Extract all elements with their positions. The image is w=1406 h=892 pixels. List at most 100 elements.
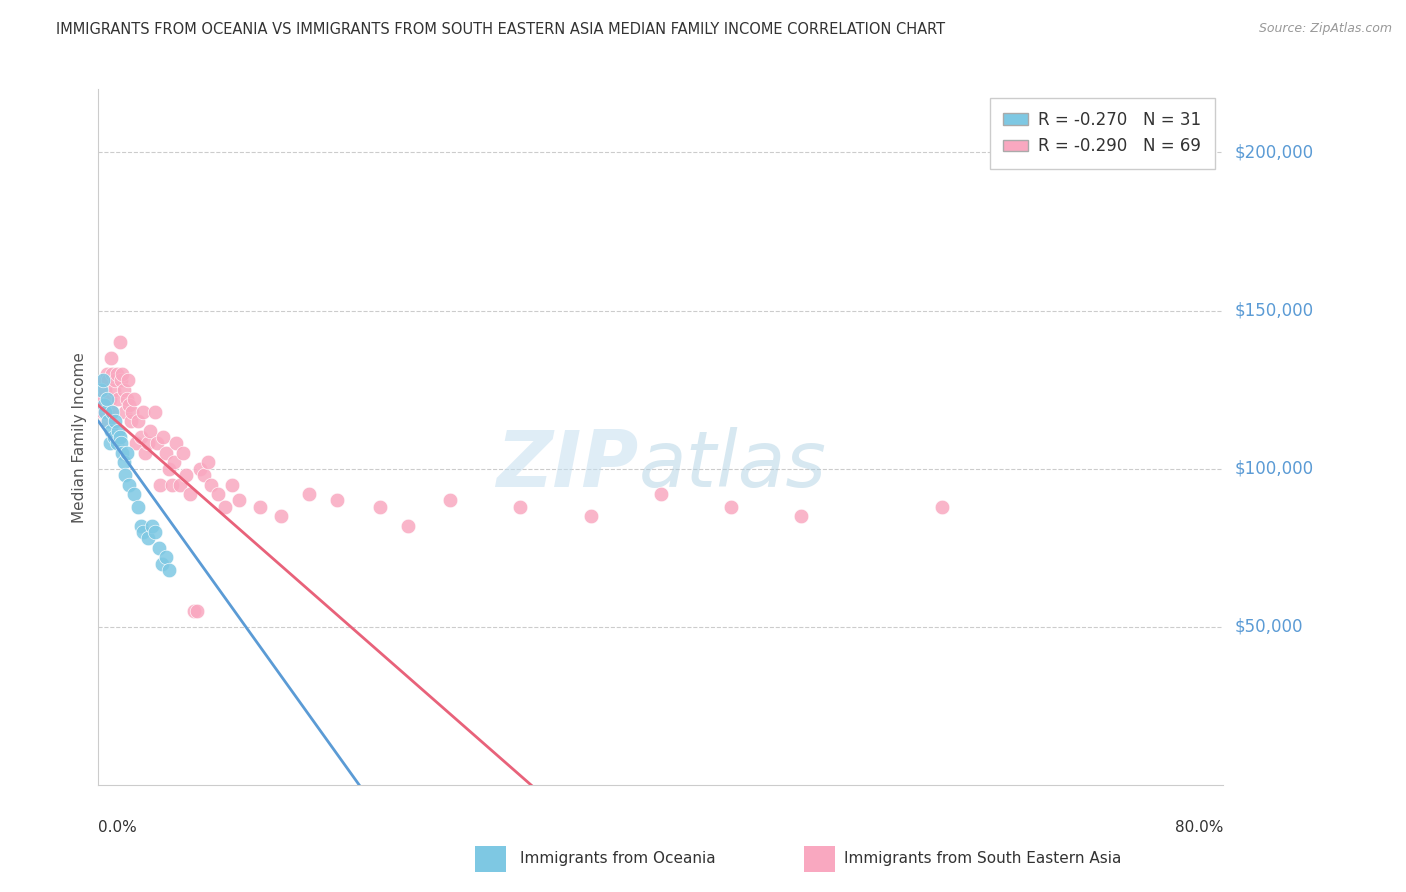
- Point: [98, 436, 121, 450]
- Point: [172, 446, 194, 460]
- Point: [165, 436, 187, 450]
- Point: [188, 461, 211, 475]
- Point: [114, 468, 136, 483]
- Point: [270, 509, 292, 524]
- Point: [650, 487, 672, 501]
- Point: [94, 383, 117, 397]
- Point: [157, 563, 180, 577]
- Text: ZIP: ZIP: [496, 427, 638, 503]
- Point: [132, 405, 155, 419]
- Point: [97, 373, 120, 387]
- Point: [101, 367, 124, 381]
- Text: $100,000: $100,000: [1234, 459, 1313, 478]
- Point: [141, 518, 163, 533]
- Point: [148, 541, 170, 555]
- Point: [107, 424, 129, 438]
- Point: [129, 518, 152, 533]
- Point: [121, 405, 143, 419]
- Point: [118, 399, 141, 413]
- Point: [134, 446, 156, 460]
- Text: 80.0%: 80.0%: [1175, 820, 1223, 835]
- Point: [97, 414, 120, 428]
- Point: [108, 430, 131, 444]
- Point: [105, 367, 128, 381]
- Point: [112, 383, 135, 397]
- Point: [111, 367, 134, 381]
- Point: [150, 557, 173, 571]
- Point: [221, 477, 243, 491]
- Point: [93, 373, 115, 387]
- Text: IMMIGRANTS FROM OCEANIA VS IMMIGRANTS FROM SOUTH EASTERN ASIA MEDIAN FAMILY INCO: IMMIGRANTS FROM OCEANIA VS IMMIGRANTS FR…: [56, 22, 945, 37]
- Y-axis label: Median Family Income: Median Family Income: [72, 351, 87, 523]
- Point: [101, 405, 124, 419]
- Point: [197, 455, 219, 469]
- Point: [157, 461, 180, 475]
- Point: [931, 500, 953, 514]
- Point: [96, 414, 118, 428]
- Point: [152, 430, 174, 444]
- Point: [127, 500, 149, 514]
- Point: [174, 468, 197, 483]
- Point: [117, 373, 139, 387]
- Text: atlas: atlas: [638, 427, 827, 503]
- Point: [105, 436, 128, 450]
- Point: [94, 405, 117, 419]
- Point: [127, 414, 149, 428]
- Point: [200, 477, 222, 491]
- Point: [193, 468, 215, 483]
- Point: [136, 436, 159, 450]
- Point: [183, 604, 205, 618]
- Point: [155, 446, 177, 460]
- Text: $50,000: $50,000: [1234, 618, 1303, 636]
- Point: [122, 392, 145, 406]
- Point: [118, 477, 141, 491]
- Point: [169, 477, 191, 491]
- Point: [93, 399, 115, 413]
- Point: [91, 405, 114, 419]
- Point: [207, 487, 229, 501]
- Point: [122, 487, 145, 501]
- Point: [396, 518, 419, 533]
- Point: [107, 392, 129, 406]
- Point: [103, 383, 125, 397]
- Point: [143, 524, 166, 539]
- Point: [111, 446, 134, 460]
- Point: [115, 392, 138, 406]
- Point: [112, 455, 135, 469]
- Point: [160, 477, 183, 491]
- Point: [186, 604, 208, 618]
- Point: [368, 500, 391, 514]
- Point: [101, 405, 124, 419]
- Point: [104, 414, 127, 428]
- Point: [790, 509, 813, 524]
- Point: [96, 392, 118, 406]
- Text: Immigrants from Oceania: Immigrants from Oceania: [520, 851, 716, 865]
- Point: [104, 373, 127, 387]
- Point: [179, 487, 201, 501]
- Point: [326, 493, 349, 508]
- Point: [100, 351, 122, 365]
- Point: [228, 493, 250, 508]
- Point: [120, 414, 142, 428]
- Point: [114, 405, 136, 419]
- Point: [108, 335, 131, 350]
- Point: [132, 524, 155, 539]
- Text: $200,000: $200,000: [1234, 144, 1313, 161]
- Text: Source: ZipAtlas.com: Source: ZipAtlas.com: [1258, 22, 1392, 36]
- Point: [110, 373, 132, 387]
- Point: [579, 509, 602, 524]
- Point: [146, 436, 169, 450]
- Point: [509, 500, 531, 514]
- Point: [439, 493, 461, 508]
- Point: [139, 424, 162, 438]
- Point: [143, 405, 166, 419]
- Point: [149, 477, 172, 491]
- Point: [298, 487, 321, 501]
- Legend: R = -0.270   N = 31, R = -0.290   N = 69: R = -0.270 N = 31, R = -0.290 N = 69: [990, 97, 1215, 169]
- Point: [125, 436, 148, 450]
- Point: [96, 367, 118, 381]
- Point: [129, 430, 152, 444]
- Point: [98, 392, 121, 406]
- Point: [91, 373, 114, 387]
- Point: [155, 550, 177, 565]
